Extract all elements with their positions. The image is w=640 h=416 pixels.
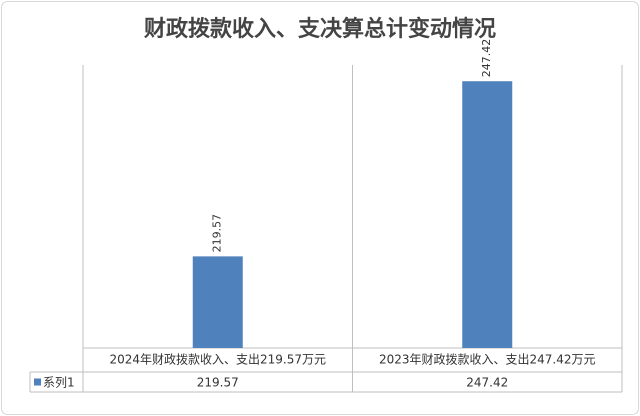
table-value: 247.42 — [466, 376, 508, 390]
x-tick-label: 2024年财政拨款收入、支出219.57万元 — [109, 353, 326, 367]
value-label: 247.42 — [480, 39, 493, 78]
x-tick-label: 2023年财政拨款收入、支出247.42万元 — [379, 353, 596, 367]
table-value: 219.57 — [197, 376, 239, 390]
bar — [192, 256, 243, 348]
legend-key — [34, 378, 41, 386]
bar — [462, 81, 513, 348]
chart-title: 财政拨款收入、支决算总计变动情况 — [144, 16, 496, 42]
value-label: 219.57 — [211, 214, 224, 253]
legend-label: 系列1 — [43, 376, 75, 390]
